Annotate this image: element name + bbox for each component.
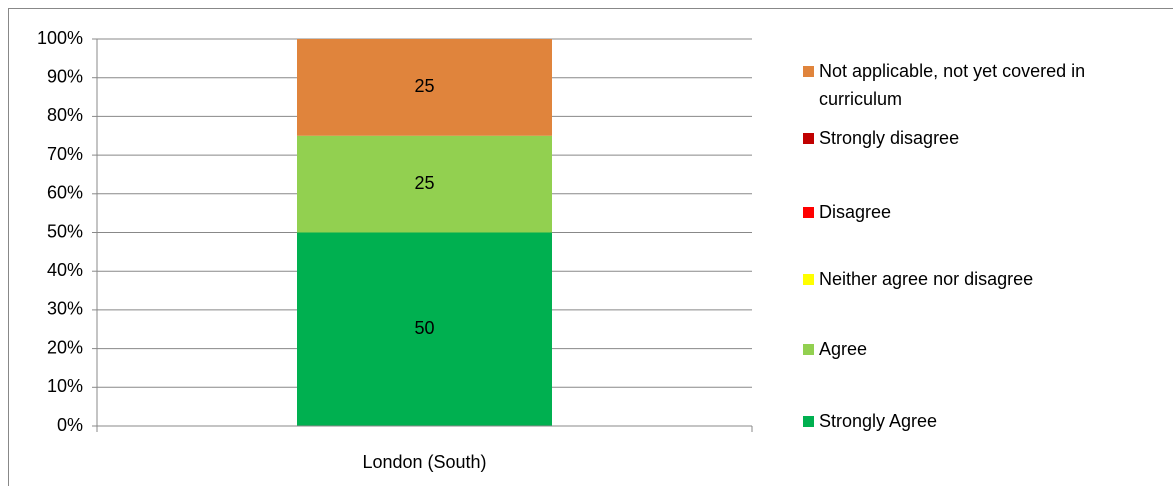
legend-swatch [803, 274, 814, 285]
bar-segment [297, 135, 552, 233]
y-tick-label: 30% [47, 299, 83, 319]
legend-item: Strongly Agree [803, 407, 1113, 435]
y-tick-label: 70% [47, 144, 83, 164]
legend-label: Disagree [819, 202, 892, 222]
legend-item: Not applicable, not yet covered in curri… [803, 57, 1113, 113]
y-tick-label: 0% [57, 415, 83, 435]
legend-item: Disagree [803, 198, 1113, 226]
y-tick-label: 90% [47, 66, 83, 86]
y-tick-label: 40% [47, 260, 83, 280]
y-tick-label: 80% [47, 105, 83, 125]
data-label: 25 [414, 173, 434, 193]
legend-item: Strongly disagree [803, 124, 1113, 152]
legend-label: Neither agree nor disagree [819, 269, 1034, 289]
legend-label: Strongly Agree [819, 411, 938, 431]
legend-swatch [803, 344, 814, 355]
legend-label: Agree [819, 339, 868, 359]
y-tick-label: 10% [47, 376, 83, 396]
bar-segment [297, 232, 552, 426]
y-tick-label: 20% [47, 337, 83, 357]
legend-item: Neither agree nor disagree [803, 265, 1113, 293]
bar-segment [297, 39, 552, 136]
legend-label: Strongly disagree [819, 128, 960, 148]
chart-border [8, 8, 1173, 486]
legend-swatch [803, 207, 814, 218]
y-tick-label: 50% [47, 221, 83, 241]
legend-swatch [803, 133, 814, 144]
data-label: 50 [414, 318, 434, 338]
y-tick-label: 100% [37, 28, 83, 48]
data-label: 25 [414, 76, 434, 96]
legend-swatch [803, 66, 814, 77]
legend-item: Agree [803, 335, 1113, 363]
x-tick-label: London (South) [362, 452, 486, 472]
y-tick-label: 60% [47, 183, 83, 203]
legend-swatch [803, 416, 814, 427]
legend-label: Not applicable, not yet covered in curri… [819, 61, 1086, 109]
